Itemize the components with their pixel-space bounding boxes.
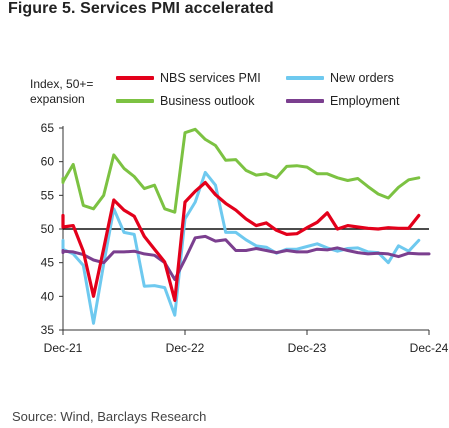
y-tick-label-65: 65	[41, 121, 55, 135]
legend-item-new-orders: New orders	[286, 70, 394, 86]
legend-swatch-business-outlook	[116, 99, 154, 103]
y-tick-label-60: 60	[41, 155, 55, 169]
y-axis-unit-label: Index, 50+= expansion	[30, 77, 93, 107]
legend-item-nbs: NBS services PMI	[116, 70, 261, 86]
figure-title: Figure 5. Services PMI accelerated	[8, 0, 274, 17]
y-tick-label-50: 50	[41, 222, 55, 236]
legend-swatch-new-orders	[286, 76, 324, 80]
legend-label-employment: Employment	[330, 94, 400, 108]
y-axis-unit-line1: Index, 50+=	[30, 77, 94, 91]
y-axis-unit-line2: expansion	[30, 92, 85, 106]
legend-label-new-orders: New orders	[330, 71, 394, 85]
legend-swatch-employment	[286, 99, 324, 103]
legend-label-nbs: NBS services PMI	[160, 71, 261, 85]
y-tick-label-40: 40	[41, 289, 55, 303]
legend-item-employment: Employment	[286, 93, 399, 109]
source-note: Source: Wind, Barclays Research	[12, 409, 207, 424]
legend-item-business-outlook: Business outlook	[116, 93, 255, 109]
x-tick-label-dec-23: Dec-23	[288, 341, 327, 355]
y-tick-label-35: 35	[41, 323, 55, 337]
series-line-new-orders	[61, 170, 421, 325]
series-line-business-outlook	[61, 127, 421, 214]
series-line-nbs-services-pmi	[61, 180, 421, 302]
x-tick-label-dec-24: Dec-24	[410, 341, 449, 355]
x-tick-label-dec-22: Dec-22	[166, 341, 205, 355]
legend-swatch-nbs	[116, 76, 154, 80]
y-tick-label-45: 45	[41, 256, 55, 270]
y-tick-label-55: 55	[41, 188, 55, 202]
x-tick-label-dec-21: Dec-21	[44, 341, 83, 355]
legend-label-business-outlook: Business outlook	[160, 94, 255, 108]
series-line-employment	[61, 234, 431, 281]
